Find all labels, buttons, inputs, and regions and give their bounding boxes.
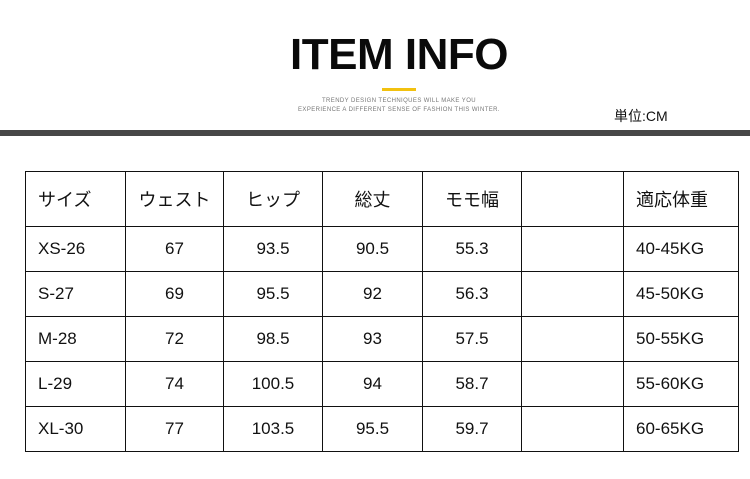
page-title: ITEM INFO: [290, 30, 508, 79]
accent-line: [382, 88, 416, 91]
table-row: XL-30 77 103.5 95.5 59.7 60-65KG: [25, 406, 739, 452]
tagline: TRENDY DESIGN TECHNIQUES WILL MAKE YOU E…: [298, 97, 500, 115]
cell-hip: 98.5: [223, 316, 323, 362]
size-table: サイズ ウェスト ヒップ 総丈 モモ幅 適応体重 XS-26 67 93.5 90.5 55.3 40…: [25, 171, 739, 452]
cell-size: XS-26: [25, 226, 126, 272]
cell-size: L-29: [25, 361, 126, 407]
cell-waist: 74: [125, 361, 224, 407]
header-blank: [521, 171, 624, 227]
cell-waist: 72: [125, 316, 224, 362]
header-size: サイズ: [25, 171, 126, 227]
divider-bar: [0, 130, 750, 136]
cell-waist: 69: [125, 271, 224, 317]
cell-blank: [521, 361, 624, 407]
unit-label: 単位:CM: [614, 108, 668, 124]
cell-waist: 77: [125, 406, 224, 452]
cell-thigh: 56.3: [422, 271, 522, 317]
cell-hip: 103.5: [223, 406, 323, 452]
table-row: M-28 72 98.5 93 57.5 50-55KG: [25, 316, 739, 362]
cell-waist: 67: [125, 226, 224, 272]
table-row: L-29 74 100.5 94 58.7 55-60KG: [25, 361, 739, 407]
cell-length: 92: [322, 271, 423, 317]
tagline-line-1: TRENDY DESIGN TECHNIQUES WILL MAKE YOU: [321, 98, 477, 104]
cell-size: M-28: [25, 316, 126, 362]
cell-thigh: 55.3: [422, 226, 522, 272]
header-hip: ヒップ: [223, 171, 323, 227]
cell-size: XL-30: [25, 406, 126, 452]
cell-length: 94: [322, 361, 423, 407]
cell-blank: [521, 406, 624, 452]
header-waist: ウェスト: [125, 171, 224, 227]
cell-thigh: 58.7: [422, 361, 522, 407]
cell-length: 90.5: [322, 226, 423, 272]
header-weight: 適応体重: [623, 171, 739, 227]
cell-hip: 95.5: [223, 271, 323, 317]
cell-hip: 100.5: [223, 361, 323, 407]
cell-length: 95.5: [322, 406, 423, 452]
header-length: 総丈: [322, 171, 423, 227]
cell-blank: [521, 226, 624, 272]
cell-blank: [521, 271, 624, 317]
cell-thigh: 59.7: [422, 406, 522, 452]
cell-size: S-27: [25, 271, 126, 317]
cell-weight: 50-55KG: [623, 316, 739, 362]
table-row: S-27 69 95.5 92 56.3 45-50KG: [25, 271, 739, 317]
cell-weight: 45-50KG: [623, 271, 739, 317]
header-thigh: モモ幅: [422, 171, 522, 227]
cell-weight: 60-65KG: [623, 406, 739, 452]
cell-weight: 40-45KG: [623, 226, 739, 272]
table-row: XS-26 67 93.5 90.5 55.3 40-45KG: [25, 226, 739, 272]
cell-weight: 55-60KG: [623, 361, 739, 407]
cell-thigh: 57.5: [422, 316, 522, 362]
tagline-line-2: EXPERIENCE A DIFFERENT SENSE OF FASHION …: [298, 107, 500, 113]
cell-length: 93: [322, 316, 423, 362]
cell-hip: 93.5: [223, 226, 323, 272]
cell-blank: [521, 316, 624, 362]
table-header-row: サイズ ウェスト ヒップ 総丈 モモ幅 適応体重: [25, 171, 739, 227]
